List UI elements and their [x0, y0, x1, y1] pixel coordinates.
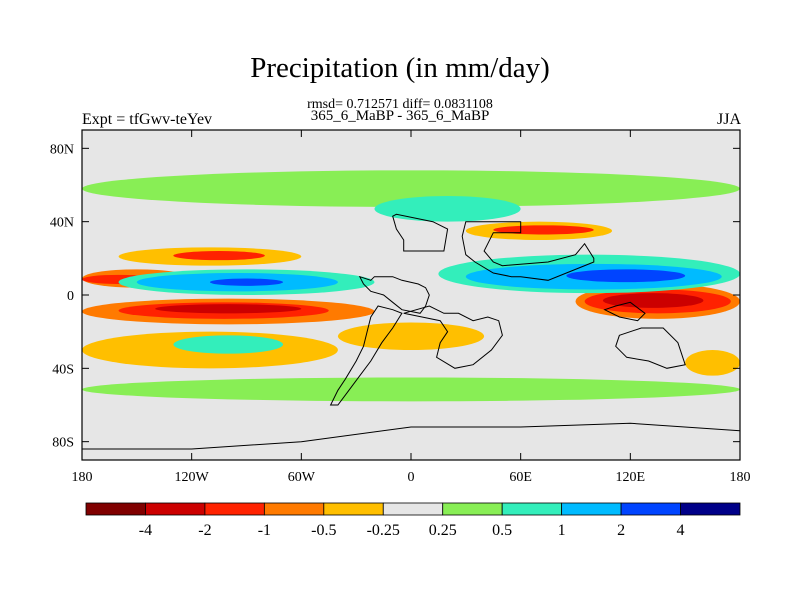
y-tick-label: 40N — [50, 216, 74, 231]
precip-field — [155, 304, 302, 314]
coastline-north-america — [392, 213, 449, 252]
x-tick-label: 60W — [288, 470, 316, 485]
precip-field — [82, 377, 740, 402]
colorbar-box — [680, 502, 741, 516]
colorbar-label: -0.25 — [367, 522, 400, 539]
y-tick-label: 80S — [52, 436, 74, 451]
colorbar-label: -4 — [139, 522, 152, 539]
precip-field — [173, 335, 284, 354]
coastline-africa — [403, 305, 503, 369]
colorbar-box — [85, 502, 146, 516]
x-tick-label: 180 — [730, 470, 751, 485]
experiment-label: Expt = tfGwv-teYev — [82, 111, 213, 128]
colorbar-label: 4 — [677, 522, 685, 539]
colorbar-label: 2 — [617, 522, 625, 539]
y-tick-label: 40S — [52, 362, 74, 377]
colorbar-box — [145, 502, 206, 516]
x-tick-label: 60E — [509, 470, 532, 485]
precip-field — [602, 293, 704, 308]
coastline-antarctica — [82, 422, 740, 460]
colorbar-box — [204, 502, 265, 516]
precip-field — [173, 251, 265, 261]
x-tick-label: 120W — [175, 470, 210, 485]
coastline-central-america — [358, 275, 430, 314]
map-area — [82, 130, 740, 460]
precip-field — [685, 350, 740, 376]
colorbar-box — [263, 502, 325, 516]
y-tick-label: 80N — [50, 142, 74, 157]
map-axes: 180 120W 60W 0 60E 120E 180 80N 40N 0 40S 80S — [50, 129, 751, 485]
x-tick-label: 0 — [408, 470, 415, 485]
precip-field — [337, 322, 485, 350]
coastline-europe-asia — [461, 221, 595, 281]
colorbar-label: 0.5 — [492, 522, 512, 539]
colorbar-box — [442, 502, 503, 516]
colorbar: -4 -2 -1 -0.5 -0.25 0.25 0.5 1 2 4 — [85, 502, 741, 539]
coastline-south-america — [329, 305, 403, 406]
colorbar-label: 0.25 — [429, 522, 457, 539]
colorbar-box — [561, 502, 622, 516]
colorbar-box — [620, 502, 681, 516]
y-tick-label: 0 — [67, 289, 74, 304]
colorbar-label: -2 — [198, 522, 211, 539]
colorbar-label: -0.5 — [311, 522, 336, 539]
colorbar-box — [382, 502, 444, 516]
colorbar-box — [501, 502, 563, 516]
coastline-maritime-continent — [603, 301, 646, 322]
precip-field — [374, 196, 521, 222]
x-tick-label: 180 — [72, 470, 93, 485]
precip-field — [566, 269, 686, 283]
chart-title: Precipitation (in mm/day) — [250, 52, 550, 84]
season-label: JJA — [716, 111, 741, 128]
colorbar-label: -1 — [258, 522, 271, 539]
precip-field — [209, 278, 284, 286]
colorbar-label: 1 — [558, 522, 566, 539]
colorbar-box — [323, 502, 384, 516]
precip-field — [82, 170, 740, 208]
chart-subtitle: 365_6_MaBP - 365_6_MaBP — [310, 108, 490, 124]
stats-label: rmsd= 0.712571 diff= 0.0831108 — [307, 97, 493, 112]
coastline-australia — [615, 327, 686, 369]
x-tick-label: 120E — [616, 470, 646, 485]
